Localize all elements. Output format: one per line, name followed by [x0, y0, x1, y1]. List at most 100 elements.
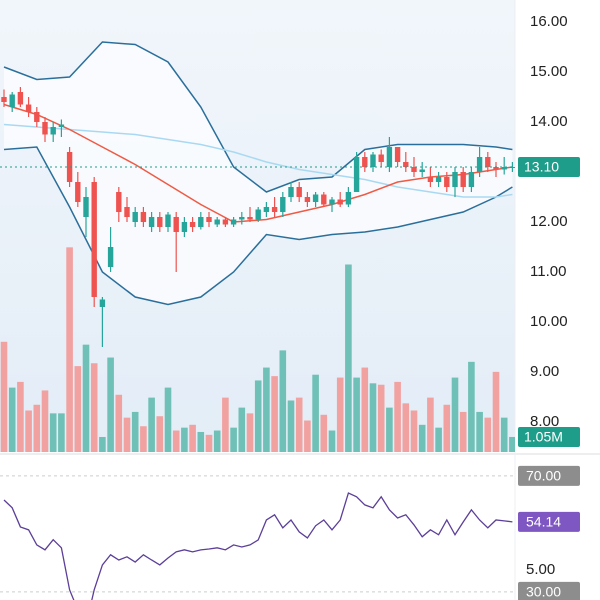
- candle-body: [50, 127, 56, 135]
- volume-bar: [377, 384, 385, 452]
- volume-bar: [0, 341, 8, 452]
- candle-body: [394, 147, 401, 162]
- rsi-tick-bg: [518, 465, 580, 486]
- volume-bar: [246, 413, 254, 452]
- candle-body: [321, 194, 327, 205]
- indicator-line: [3, 123, 513, 198]
- candle-body: [280, 197, 286, 212]
- volume-bar: [459, 411, 467, 452]
- y-tick-label: 10.00: [530, 313, 568, 330]
- volume-bar: [295, 397, 303, 452]
- candle-body: [132, 212, 138, 222]
- volume-bar: [435, 427, 442, 452]
- indicator-line: [3, 146, 513, 306]
- candle-body: [107, 247, 114, 267]
- candle-body: [91, 182, 97, 297]
- candle-body: [444, 177, 450, 187]
- candle-body: [501, 167, 507, 170]
- volume-bar: [213, 430, 221, 452]
- volume-bar: [33, 404, 41, 452]
- candle-body: [9, 94, 15, 107]
- candle-body: [255, 209, 261, 220]
- candle-body: [206, 217, 212, 222]
- volume-bar: [123, 417, 131, 452]
- indicator-line: [3, 41, 513, 193]
- volume-bar: [99, 436, 106, 452]
- volume-tag: 1.05M: [524, 429, 563, 445]
- candle-body: [427, 177, 434, 182]
- candle-body: [99, 299, 106, 307]
- y-tick-label: 9.00: [530, 363, 559, 380]
- volume-bar: [304, 420, 311, 452]
- volume-bar: [254, 380, 262, 452]
- candle-body: [435, 177, 442, 182]
- candle-body: [312, 194, 319, 202]
- volume-tag-bg: [518, 427, 580, 447]
- candle-body: [509, 167, 515, 168]
- candle-body: [165, 214, 171, 227]
- candle-body: [17, 92, 24, 105]
- y-tick-label: 16.00: [530, 13, 568, 30]
- candle-body: [362, 157, 368, 167]
- candle-body: [25, 104, 32, 112]
- volume-bar: [279, 350, 287, 452]
- volume-bar: [148, 397, 155, 452]
- candle-body: [214, 219, 220, 225]
- volume-bar: [172, 430, 180, 452]
- volume-bar: [8, 387, 16, 452]
- volume-bar: [25, 410, 32, 452]
- last-price-tag: 13.10: [524, 159, 559, 175]
- volume-bar: [410, 410, 418, 452]
- candle-body: [58, 124, 65, 127]
- volume-bar: [189, 424, 196, 452]
- last-price-tag-bg: [518, 157, 580, 177]
- candle-body: [378, 154, 384, 162]
- volume-bar: [205, 434, 213, 452]
- indicator-line: [3, 103, 513, 223]
- volume-bar: [238, 407, 246, 452]
- candle-body: [337, 199, 343, 205]
- candle-body: [116, 192, 122, 212]
- candle-body: [353, 157, 360, 192]
- volume-bar: [468, 361, 475, 452]
- volume-bar: [287, 400, 295, 452]
- volume-bar: [476, 411, 483, 452]
- candle-body: [452, 172, 458, 187]
- volume-bar: [263, 367, 270, 452]
- candle-body: [148, 217, 155, 227]
- volume-bar: [361, 367, 369, 452]
- volume-bar: [90, 363, 98, 452]
- candle-body: [386, 147, 393, 167]
- candle-body: [1, 97, 7, 102]
- volume-bar: [312, 374, 319, 452]
- candle-body: [173, 217, 179, 232]
- candle-body: [42, 122, 48, 135]
- candle-body: [403, 162, 409, 167]
- candle-body: [247, 217, 253, 220]
- candle-body: [34, 112, 40, 122]
- band-fill: [4, 42, 513, 305]
- volume-bar: [164, 387, 172, 452]
- candle-body: [66, 152, 73, 182]
- candle-body: [345, 192, 352, 205]
- volume-bar: [386, 407, 393, 452]
- volume-bar: [131, 411, 139, 452]
- candle-body: [230, 219, 237, 225]
- volume-bar: [49, 413, 57, 452]
- y-tick-label: 12.00: [530, 213, 568, 230]
- volume-bar: [328, 430, 336, 452]
- volume-bar: [17, 381, 24, 452]
- candle-body: [75, 182, 81, 202]
- y-tick-label: 14.00: [530, 113, 568, 130]
- volume-bar: [369, 383, 377, 452]
- volume-bar: [156, 416, 164, 452]
- candle-body: [476, 157, 483, 172]
- volume-bar: [82, 344, 90, 452]
- volume-bar: [66, 247, 73, 452]
- volume-bar: [353, 377, 360, 452]
- candle-body: [468, 172, 475, 187]
- volume-bar: [443, 404, 451, 452]
- candle-body: [198, 217, 204, 227]
- rsi-tick-label: 30.00: [526, 584, 561, 600]
- volume-bar: [197, 431, 205, 452]
